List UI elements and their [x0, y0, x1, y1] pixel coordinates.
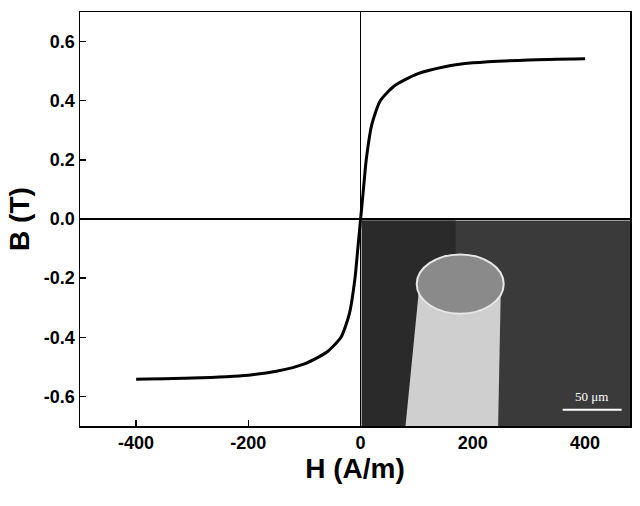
svg-text:-0.4: -0.4: [44, 328, 75, 348]
svg-text:50 μm: 50 μm: [575, 389, 608, 404]
svg-text:-400: -400: [118, 433, 154, 453]
svg-text:0.0: 0.0: [50, 209, 75, 229]
svg-text:B (T): B (T): [4, 187, 35, 251]
svg-text:200: 200: [458, 433, 488, 453]
svg-text:H (A/m): H (A/m): [305, 453, 405, 484]
svg-text:0: 0: [356, 433, 366, 453]
svg-text:0.6: 0.6: [50, 32, 75, 52]
svg-text:400: 400: [570, 433, 600, 453]
svg-text:-200: -200: [230, 433, 266, 453]
svg-text:-0.6: -0.6: [44, 387, 75, 407]
svg-text:0.4: 0.4: [50, 91, 75, 111]
svg-text:0.2: 0.2: [50, 150, 75, 170]
svg-text:-0.2: -0.2: [44, 268, 75, 288]
